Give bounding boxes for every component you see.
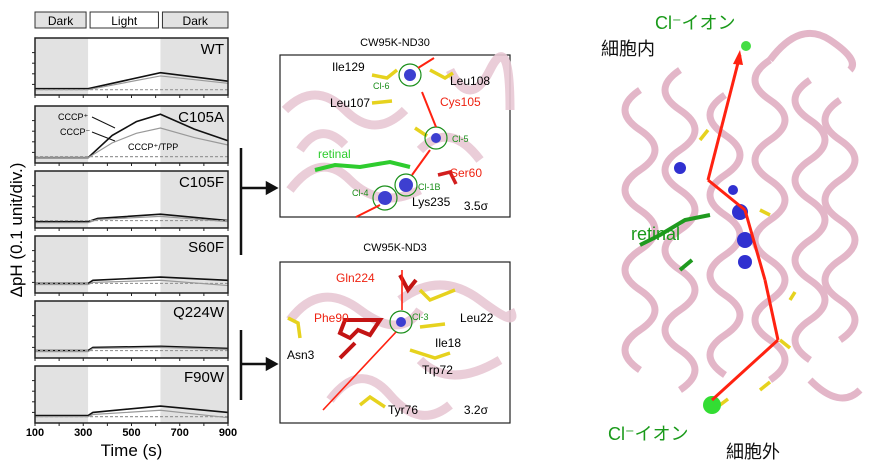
y-axis-label: ΔpH (0.1 unit/div.) [7,163,26,298]
series-line-cccp_minus [35,127,229,159]
label-retinal: retinal [318,147,351,161]
panel-label-F90W: F90W [184,369,225,386]
series-line-cccp_minus [35,346,229,353]
panel-label-S60F: S60F [188,239,224,256]
series-line-cccp_plus [35,405,229,417]
label-trp72: Trp72 [422,363,453,377]
x-tick-label: 700 [171,427,189,439]
period-label-1: Light [111,14,138,28]
label-cl5: Cl-5 [452,134,469,144]
retinal-label: retinal [631,224,680,244]
annotation-pointer [91,116,116,129]
top-panel-title: CW95K-ND30 [360,37,430,49]
bottom-structure-panel: Gln224 Phe90 Leu22 Asn3 Ile18 Trp72 Tyr7… [279,261,517,424]
label-leu22: Leu22 [460,311,494,325]
period-label-0: Dark [48,14,74,28]
annotation-cccp-tpp: CCCP⁺/TPP [128,142,178,152]
x-tick-label: 900 [219,427,237,439]
label-cl3: Cl-3 [412,312,429,322]
panel-label-C105F: C105F [179,174,224,191]
label-leu108: Leu108 [450,74,490,88]
period-label-2: Dark [183,14,209,28]
label-ser60: Ser60 [450,166,482,180]
x-tick-label: 100 [26,427,44,439]
dark-shading [160,106,228,163]
label-cl6: Cl-6 [373,81,390,91]
dark-shading [35,171,89,228]
bottom-panel-title: CW95K-ND3 [363,242,427,254]
bracket-arrows [239,148,279,400]
overview-structure: Cl⁻イオン 細胞内 retinal Cl⁻イオン 細胞外 [601,13,863,462]
helix-bundle [621,29,863,402]
dark-shading [35,366,89,423]
dark-shading [35,106,89,163]
label-ile18: Ile18 [435,336,461,350]
x-axis-label: Time (s) [101,441,163,460]
helix-ribbons [281,52,515,203]
period-box-0 [34,11,87,29]
x-tick-label: 300 [74,427,92,439]
series-line-cccp_minus [35,279,229,287]
annotation-pointer [91,131,116,142]
annotation-cccp-minus: CCCP⁻ [60,127,91,137]
intracellular-label: 細胞内 [601,39,655,59]
label-tyr76: Tyr76 [388,403,418,417]
label-gln224: Gln224 [336,271,375,285]
x-tick-label: 500 [122,427,140,439]
bottom-sigma: 3.2σ [464,403,489,417]
dark-shading [35,301,89,358]
series-line-cccp_plus [35,71,229,90]
label-cys105: Cys105 [440,95,481,109]
panel-label-C105A: C105A [178,109,224,126]
period-box-1 [89,11,159,29]
label-phe90: Phe90 [314,311,349,325]
retinal-stick [314,159,411,172]
dark-shading [160,38,228,95]
label-ile129: Ile129 [332,60,365,74]
ion-top-label: Cl⁻イオン [655,13,736,33]
series-line-cccp_plus [35,213,229,223]
panel-label-Q224W: Q224W [173,304,225,321]
series-line-cccp_minus [35,215,229,224]
dark-shading [35,38,89,95]
panel-label-WT: WT [201,41,224,58]
top-structure-panel: Ile129 Leu108 Leu107 Lys235 Cys105 Ser60… [279,52,515,218]
label-cl1b: Cl-1B [418,182,441,192]
ion-bottom-label: Cl⁻イオン [608,424,689,444]
label-lys235: Lys235 [412,195,451,209]
annotation-cccp-plus: CCCP⁺ [58,112,89,122]
top-sigma: 3.5σ [464,199,489,213]
label-asn3: Asn3 [287,348,315,362]
extracellular-label: 細胞外 [726,442,780,462]
label-leu107: Leu107 [330,96,370,110]
period-box-2 [161,11,229,29]
label-cl4: Cl-4 [352,188,369,198]
